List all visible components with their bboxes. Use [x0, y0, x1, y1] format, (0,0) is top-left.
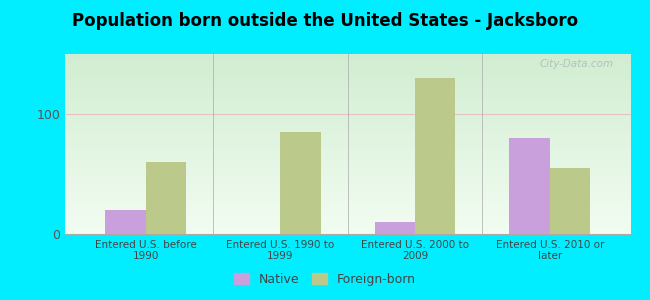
Bar: [550, 168, 590, 234]
Text: Population born outside the United States - Jacksboro: Population born outside the United State…: [72, 12, 578, 30]
Bar: [510, 138, 550, 234]
Bar: [374, 222, 415, 234]
Legend: Native, Foreign-born: Native, Foreign-born: [229, 268, 421, 291]
Bar: [146, 162, 186, 234]
Bar: [280, 132, 321, 234]
Text: City-Data.com: City-Data.com: [540, 59, 614, 69]
Bar: [105, 210, 146, 234]
Bar: [415, 78, 456, 234]
